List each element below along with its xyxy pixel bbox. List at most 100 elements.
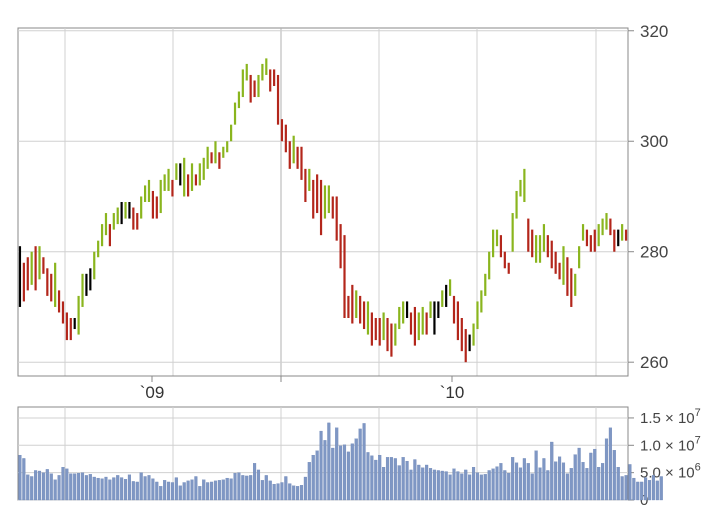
volume-bar (69, 473, 73, 501)
volume-bar (284, 476, 288, 501)
volume-y-tick-label: 0 (640, 492, 648, 509)
volume-bar (448, 474, 452, 501)
volume-bar (358, 428, 362, 501)
price-y-tick-label: 280 (640, 243, 668, 262)
volume-bar (186, 480, 190, 501)
price-plot-frame (17, 27, 629, 377)
volume-bar (331, 447, 335, 501)
volume-bar (558, 456, 562, 501)
volume-bar (593, 448, 597, 501)
volume-bar (393, 458, 397, 501)
volume-bar (61, 467, 65, 501)
volume-bar (385, 457, 390, 501)
volume-bar (421, 467, 425, 501)
volume-bar (221, 479, 225, 501)
volume-bar (174, 477, 178, 501)
volume-bar (444, 471, 448, 501)
volume-bar (120, 477, 124, 501)
volume-bar (233, 473, 237, 501)
volume-bar (471, 467, 476, 501)
volume-bar (534, 450, 538, 501)
volume-plot-frame (17, 406, 629, 501)
volume-bar (487, 470, 491, 501)
volume-bar (507, 473, 511, 501)
volume-bar (561, 462, 566, 501)
volume-bar (303, 476, 307, 501)
volume-bar (413, 459, 417, 501)
volume-bar (206, 482, 210, 501)
volume-bar (405, 461, 409, 501)
volume-bar (436, 470, 440, 501)
volume-bar (260, 480, 264, 501)
volume-bar (479, 474, 483, 501)
volume-bar (104, 476, 108, 501)
volume-bar (166, 481, 171, 501)
volume-bar (190, 479, 194, 501)
volume-bar (499, 463, 503, 501)
volume-bar (178, 485, 182, 501)
volume-bar (292, 485, 296, 501)
volume-bar (362, 423, 366, 501)
volume-bar (526, 463, 530, 501)
volume-bar (123, 479, 128, 501)
volume-bar (483, 474, 487, 501)
volume-bar (127, 474, 132, 501)
volume-bar (577, 447, 581, 501)
volume-bar (651, 475, 655, 501)
volume-bar (624, 475, 628, 501)
x-tick-label-10: `10 (440, 383, 465, 402)
volume-bar (601, 463, 605, 501)
volume-bar (253, 463, 257, 501)
volume-bar (608, 427, 612, 501)
volume-bar (585, 468, 589, 501)
volume-bar (632, 477, 636, 501)
volume-y-tick-label: 5.0 × 106 (640, 462, 701, 482)
volume-bar (18, 454, 22, 501)
volume-bar (131, 481, 135, 501)
volume-bar (389, 457, 393, 501)
price-y-tick-label: 320 (640, 22, 668, 41)
date-tick-label-09: `09 (140, 383, 165, 402)
volume-bar (88, 474, 92, 501)
date-tick-label-10: `10 (440, 383, 465, 402)
volume-bar (659, 476, 663, 501)
volume-bar (350, 443, 354, 501)
volume-bar (589, 452, 593, 501)
volume-bar (382, 467, 386, 501)
volume-bar (432, 469, 436, 501)
volume-bar (65, 468, 69, 501)
volume-bar (34, 470, 38, 501)
volume-bar (366, 452, 370, 501)
volume-bar (311, 454, 315, 501)
volume-bar (335, 427, 339, 501)
volume-bar (225, 477, 229, 501)
volume-bar (147, 475, 151, 501)
volume-bar (108, 479, 112, 501)
volume-bar (425, 464, 429, 501)
volume-bar (409, 469, 413, 501)
volume-bar (159, 486, 163, 501)
volume-bar (296, 486, 300, 501)
volume-bar (249, 475, 253, 501)
volume-bar (315, 450, 319, 501)
volume-y-tick-label: 1.5 × 107 (640, 407, 701, 427)
volume-bar (518, 467, 523, 501)
volume-bar (241, 475, 245, 501)
volume-bar (503, 470, 507, 501)
volume-bar (401, 457, 405, 501)
volume-bar (116, 475, 120, 501)
volume-bar (542, 458, 546, 501)
volume-bar (268, 480, 272, 501)
volume-bar (546, 470, 550, 501)
volume-bar (45, 469, 49, 501)
volume-bar (92, 476, 96, 501)
volume-bar (264, 475, 268, 501)
volume-bar (581, 462, 585, 501)
volume-bar (397, 465, 401, 501)
volume-panel: 0 5.0 × 106 1.0 × 107 1.5 × 107 (17, 406, 701, 509)
volume-bar (26, 474, 30, 501)
volume-bar (53, 479, 57, 501)
volume-bar (213, 480, 218, 501)
volume-bar (319, 430, 323, 501)
volume-bar (280, 482, 284, 501)
